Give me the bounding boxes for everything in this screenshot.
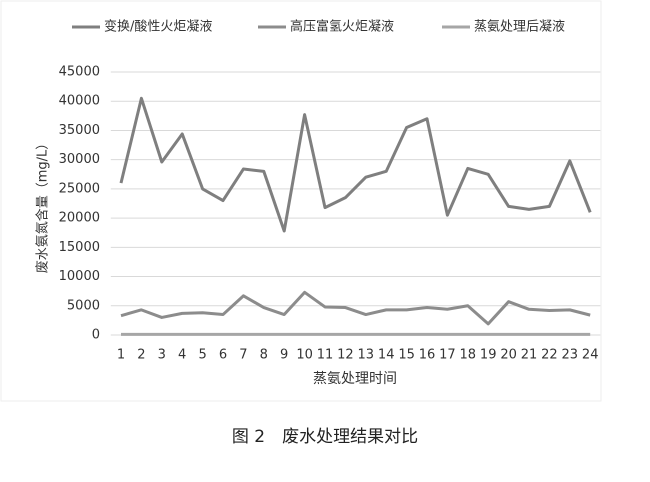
x-tick-label: 13 xyxy=(358,348,375,363)
x-tick-label: 4 xyxy=(178,348,186,363)
x-tick-label: 7 xyxy=(239,348,247,363)
y-tick-label: 30000 xyxy=(59,152,100,167)
x-tick-label: 3 xyxy=(158,348,166,363)
x-tick-label: 17 xyxy=(439,348,456,363)
data-line xyxy=(119,96,592,233)
x-tick-label: 15 xyxy=(398,348,415,363)
x-tick-label: 6 xyxy=(219,348,227,363)
x-tick-label: 9 xyxy=(280,348,288,363)
x-tick-label: 14 xyxy=(378,348,395,363)
y-tick-label: 35000 xyxy=(59,123,100,138)
x-tick-label: 21 xyxy=(521,348,538,363)
y-axis-title: 废水氨氮含量（mg/L） xyxy=(35,137,51,274)
y-tick-label: 0 xyxy=(92,328,100,343)
x-tick-label: 20 xyxy=(500,348,517,363)
x-tick-label: 19 xyxy=(480,348,497,363)
x-tick-label: 24 xyxy=(582,348,599,363)
figure-caption: 图 2 废水处理结果对比 xyxy=(232,427,418,447)
x-tick-label: 22 xyxy=(541,348,558,363)
x-tick-label: 8 xyxy=(260,348,268,363)
x-tick-label: 23 xyxy=(562,348,579,363)
x-tick-label: 11 xyxy=(317,348,334,363)
data-line xyxy=(120,290,591,326)
x-tick-label: 10 xyxy=(296,348,313,363)
x-tick-label: 16 xyxy=(419,348,436,363)
y-tick-label: 20000 xyxy=(59,211,100,226)
legend-label: 变换/酸性火炬凝液 xyxy=(104,19,212,35)
x-tick-label: 1 xyxy=(117,348,125,363)
y-tick-label: 40000 xyxy=(59,94,100,109)
legend-label: 蒸氨处理后凝液 xyxy=(474,19,565,35)
y-tick-label: 45000 xyxy=(59,65,100,80)
x-tick-label: 5 xyxy=(198,348,206,363)
chart-frame xyxy=(0,0,602,402)
y-tick-label: 25000 xyxy=(59,181,100,196)
x-tick-label: 18 xyxy=(460,348,477,363)
y-tick-label: 5000 xyxy=(67,298,100,313)
x-tick-label: 12 xyxy=(337,348,354,363)
y-tick-label: 15000 xyxy=(59,240,100,255)
y-tick-label: 10000 xyxy=(59,269,100,284)
legend-label: 高压富氢火炬凝液 xyxy=(290,19,394,35)
x-tick-label: 2 xyxy=(137,348,145,363)
x-axis-title: 蒸氨处理时间 xyxy=(313,371,397,387)
